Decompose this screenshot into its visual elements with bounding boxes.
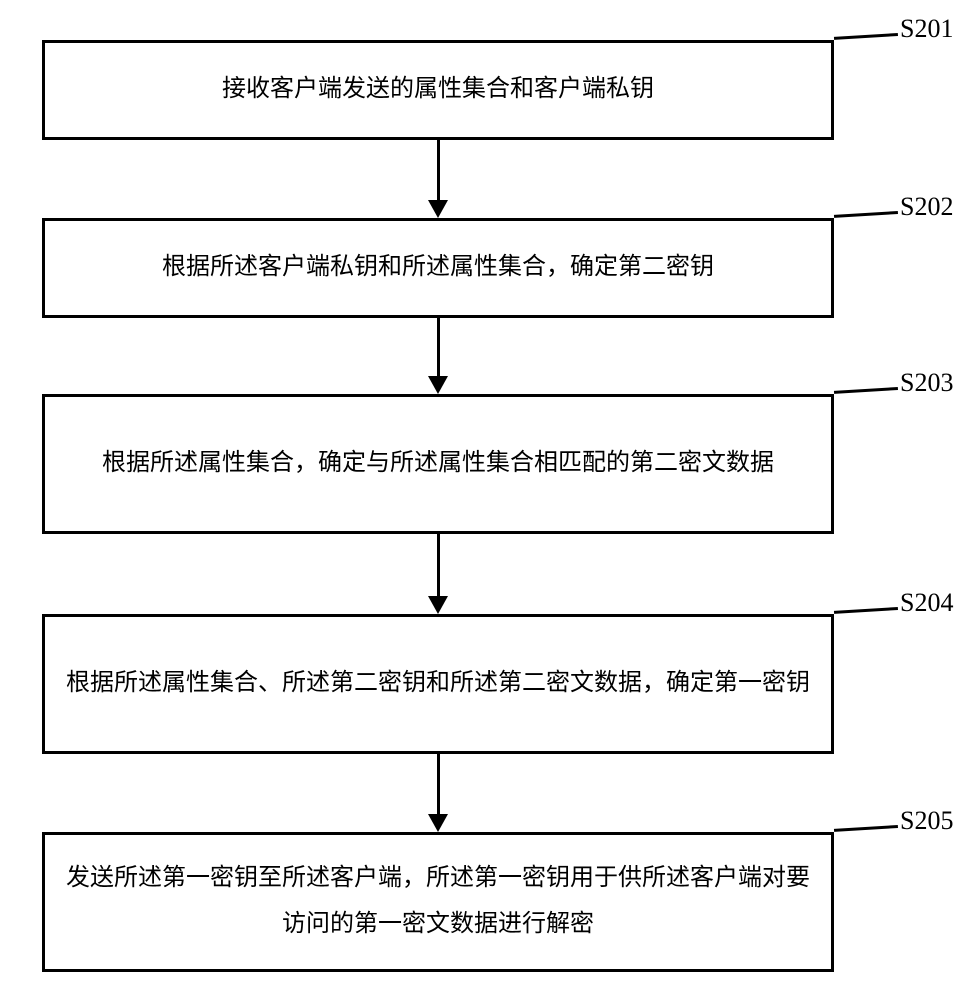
arrow-head-icon (428, 200, 448, 218)
step-label-text: S203 (900, 368, 953, 397)
arrow-head-icon (428, 376, 448, 394)
step-label-S201: S201 (900, 14, 953, 44)
arrow-line (437, 318, 440, 376)
flow-node-text: 根据所述客户端私钥和所述属性集合，确定第二密钥 (162, 245, 714, 291)
flow-node-n5: 发送所述第一密钥至所述客户端，所述第一密钥用于供所述客户端对要访问的第一密文数据… (42, 832, 834, 972)
flow-node-n3: 根据所述属性集合，确定与所述属性集合相匹配的第二密文数据 (42, 394, 834, 534)
arrow-head-icon (428, 814, 448, 832)
flow-node-text: 根据所述属性集合、所述第二密钥和所述第二密文数据，确定第一密钥 (66, 661, 810, 707)
flow-node-n2: 根据所述客户端私钥和所述属性集合，确定第二密钥 (42, 218, 834, 318)
step-label-S203: S203 (900, 368, 953, 398)
arrow-line (437, 754, 440, 814)
flow-node-text: 发送所述第一密钥至所述客户端，所述第一密钥用于供所述客户端对要访问的第一密文数据… (65, 856, 811, 947)
flow-node-text: 接收客户端发送的属性集合和客户端私钥 (222, 67, 654, 113)
flow-node-n4: 根据所述属性集合、所述第二密钥和所述第二密文数据，确定第一密钥 (42, 614, 834, 754)
label-leader-line (834, 387, 898, 394)
label-leader-line (834, 607, 898, 614)
flow-node-n1: 接收客户端发送的属性集合和客户端私钥 (42, 40, 834, 140)
arrow-line (437, 534, 440, 596)
step-label-text: S205 (900, 806, 953, 835)
step-label-text: S204 (900, 588, 953, 617)
flowchart-canvas: 接收客户端发送的属性集合和客户端私钥根据所述客户端私钥和所述属性集合，确定第二密… (0, 0, 974, 1000)
label-leader-line (834, 825, 898, 832)
label-leader-line (834, 33, 898, 40)
flow-node-text: 根据所述属性集合，确定与所述属性集合相匹配的第二密文数据 (102, 441, 774, 487)
label-leader-line (834, 211, 898, 218)
step-label-S204: S204 (900, 588, 953, 618)
step-label-S205: S205 (900, 806, 953, 836)
step-label-text: S201 (900, 14, 953, 43)
arrow-line (437, 140, 440, 200)
step-label-text: S202 (900, 192, 953, 221)
step-label-S202: S202 (900, 192, 953, 222)
arrow-head-icon (428, 596, 448, 614)
